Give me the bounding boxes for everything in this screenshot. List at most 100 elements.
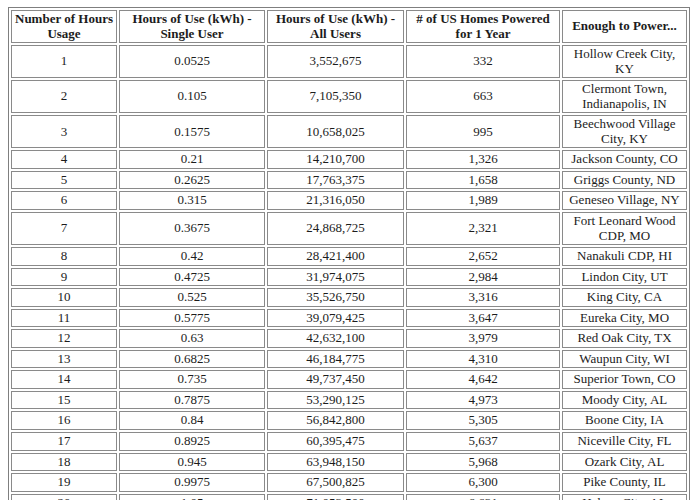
table-cell: 1,658 bbox=[406, 171, 560, 190]
column-header: Hours of Use (kWh) - Single User bbox=[119, 10, 265, 43]
table-cell: 9 bbox=[11, 268, 117, 287]
column-header: Hours of Use (kWh) - All Users bbox=[267, 10, 404, 43]
table-cell: 35,526,750 bbox=[267, 288, 404, 307]
table-cell: 5,968 bbox=[406, 453, 560, 472]
table-cell: 663 bbox=[406, 80, 560, 113]
table-row: 120.6342,632,1003,979Red Oak City, TX bbox=[11, 329, 687, 348]
table-cell: 67,500,825 bbox=[267, 473, 404, 492]
table-cell: 7 bbox=[11, 212, 117, 245]
table-cell: 2,984 bbox=[406, 268, 560, 287]
table-cell: 4 bbox=[11, 150, 117, 169]
table-cell: 4,973 bbox=[406, 391, 560, 410]
table-row: 150.787553,290,1254,973Moody City, AL bbox=[11, 391, 687, 410]
table-cell: 1 bbox=[11, 45, 117, 78]
table-cell: 3,316 bbox=[406, 288, 560, 307]
table-cell: 24,868,725 bbox=[267, 212, 404, 245]
table-row: 160.8456,842,8005,305Boone City, IA bbox=[11, 411, 687, 430]
table-row: 110.577539,079,4253,647Eureka City, MO bbox=[11, 309, 687, 328]
table-cell: Ozark City, AL bbox=[562, 453, 687, 472]
table-cell: 46,184,775 bbox=[267, 350, 404, 369]
table-cell: 0.8925 bbox=[119, 432, 265, 451]
table-cell: Geneseo Village, NY bbox=[562, 191, 687, 210]
table-cell: 0.9975 bbox=[119, 473, 265, 492]
table-cell: 56,842,800 bbox=[267, 411, 404, 430]
table-cell: 0.2625 bbox=[119, 171, 265, 190]
table-cell: 11 bbox=[11, 309, 117, 328]
table-cell: Clermont Town, Indianapolis, IN bbox=[562, 80, 687, 113]
table-cell: 31,974,075 bbox=[267, 268, 404, 287]
table-cell: 71,053,500 bbox=[267, 494, 404, 500]
column-header: Enough to Power... bbox=[562, 10, 687, 43]
table-cell: 20 bbox=[11, 494, 117, 500]
table-cell: Red Oak City, TX bbox=[562, 329, 687, 348]
table-cell: Griggs County, ND bbox=[562, 171, 687, 190]
table-cell: Boone City, IA bbox=[562, 411, 687, 430]
table-row: 10.05253,552,675332Hollow Creek City, KY bbox=[11, 45, 687, 78]
table-cell: 4,642 bbox=[406, 370, 560, 389]
table-cell: 0.0525 bbox=[119, 45, 265, 78]
table-row: 100.52535,526,7503,316King City, CA bbox=[11, 288, 687, 307]
table-cell: 13 bbox=[11, 350, 117, 369]
table-cell: 12 bbox=[11, 329, 117, 348]
table-cell: 6,631 bbox=[406, 494, 560, 500]
table-row: 40.2114,210,7001,326Jackson County, CO bbox=[11, 150, 687, 169]
table-cell: 0.315 bbox=[119, 191, 265, 210]
table-cell: 0.5775 bbox=[119, 309, 265, 328]
table-cell: Waupun City, WI bbox=[562, 350, 687, 369]
table-cell: 39,079,425 bbox=[267, 309, 404, 328]
column-header: # of US Homes Powered for 1 Year bbox=[406, 10, 560, 43]
table-cell: 0.21 bbox=[119, 150, 265, 169]
table-cell: 0.735 bbox=[119, 370, 265, 389]
table-cell: 28,421,400 bbox=[267, 247, 404, 266]
table-row: 201.0571,053,5006,631Helena City, AL bbox=[11, 494, 687, 500]
table-cell: 14,210,700 bbox=[267, 150, 404, 169]
table-cell: 17 bbox=[11, 432, 117, 451]
table-cell: 6 bbox=[11, 191, 117, 210]
table-cell: 0.525 bbox=[119, 288, 265, 307]
table-header-row: Number of Hours UsageHours of Use (kWh) … bbox=[11, 10, 687, 43]
table-cell: 8 bbox=[11, 247, 117, 266]
table-cell: 2,652 bbox=[406, 247, 560, 266]
table-row: 50.262517,763,3751,658Griggs County, ND bbox=[11, 171, 687, 190]
table-cell: 3,647 bbox=[406, 309, 560, 328]
table-row: 60.31521,316,0501,989Geneseo Village, NY bbox=[11, 191, 687, 210]
table-cell: 1.05 bbox=[119, 494, 265, 500]
table-row: 190.997567,500,8256,300Pike County, IL bbox=[11, 473, 687, 492]
table-cell: 53,290,125 bbox=[267, 391, 404, 410]
table-cell: 18 bbox=[11, 453, 117, 472]
table-cell: 16 bbox=[11, 411, 117, 430]
table-cell: Moody City, AL bbox=[562, 391, 687, 410]
table-cell: 0.84 bbox=[119, 411, 265, 430]
table-cell: 42,632,100 bbox=[267, 329, 404, 348]
table-cell: 1,326 bbox=[406, 150, 560, 169]
table-cell: 3,979 bbox=[406, 329, 560, 348]
table-row: 30.157510,658,025995Beechwood Village Ci… bbox=[11, 115, 687, 148]
table-cell: Nanakuli CDP, HI bbox=[562, 247, 687, 266]
table-row: 130.682546,184,7754,310Waupun City, WI bbox=[11, 350, 687, 369]
table-cell: 0.105 bbox=[119, 80, 265, 113]
table-cell: 0.945 bbox=[119, 453, 265, 472]
table-cell: 0.63 bbox=[119, 329, 265, 348]
table-cell: 0.7875 bbox=[119, 391, 265, 410]
table-cell: Hollow Creek City, KY bbox=[562, 45, 687, 78]
table-cell: Jackson County, CO bbox=[562, 150, 687, 169]
table-cell: 14 bbox=[11, 370, 117, 389]
table-row: 180.94563,948,1505,968Ozark City, AL bbox=[11, 453, 687, 472]
table-cell: Helena City, AL bbox=[562, 494, 687, 500]
table-cell: 10 bbox=[11, 288, 117, 307]
table-cell: 5 bbox=[11, 171, 117, 190]
table-cell: 17,763,375 bbox=[267, 171, 404, 190]
table-row: 20.1057,105,350663Clermont Town, Indiana… bbox=[11, 80, 687, 113]
table-cell: Lindon City, UT bbox=[562, 268, 687, 287]
table-cell: Pike County, IL bbox=[562, 473, 687, 492]
table-cell: 5,637 bbox=[406, 432, 560, 451]
table-cell: 3 bbox=[11, 115, 117, 148]
table-cell: King City, CA bbox=[562, 288, 687, 307]
table-cell: 3,552,675 bbox=[267, 45, 404, 78]
table-cell: 2 bbox=[11, 80, 117, 113]
table-cell: Fort Leonard Wood CDP, MO bbox=[562, 212, 687, 245]
table-cell: 5,305 bbox=[406, 411, 560, 430]
table-cell: 60,395,475 bbox=[267, 432, 404, 451]
table-row: 90.472531,974,0752,984Lindon City, UT bbox=[11, 268, 687, 287]
table-cell: Niceville City, FL bbox=[562, 432, 687, 451]
